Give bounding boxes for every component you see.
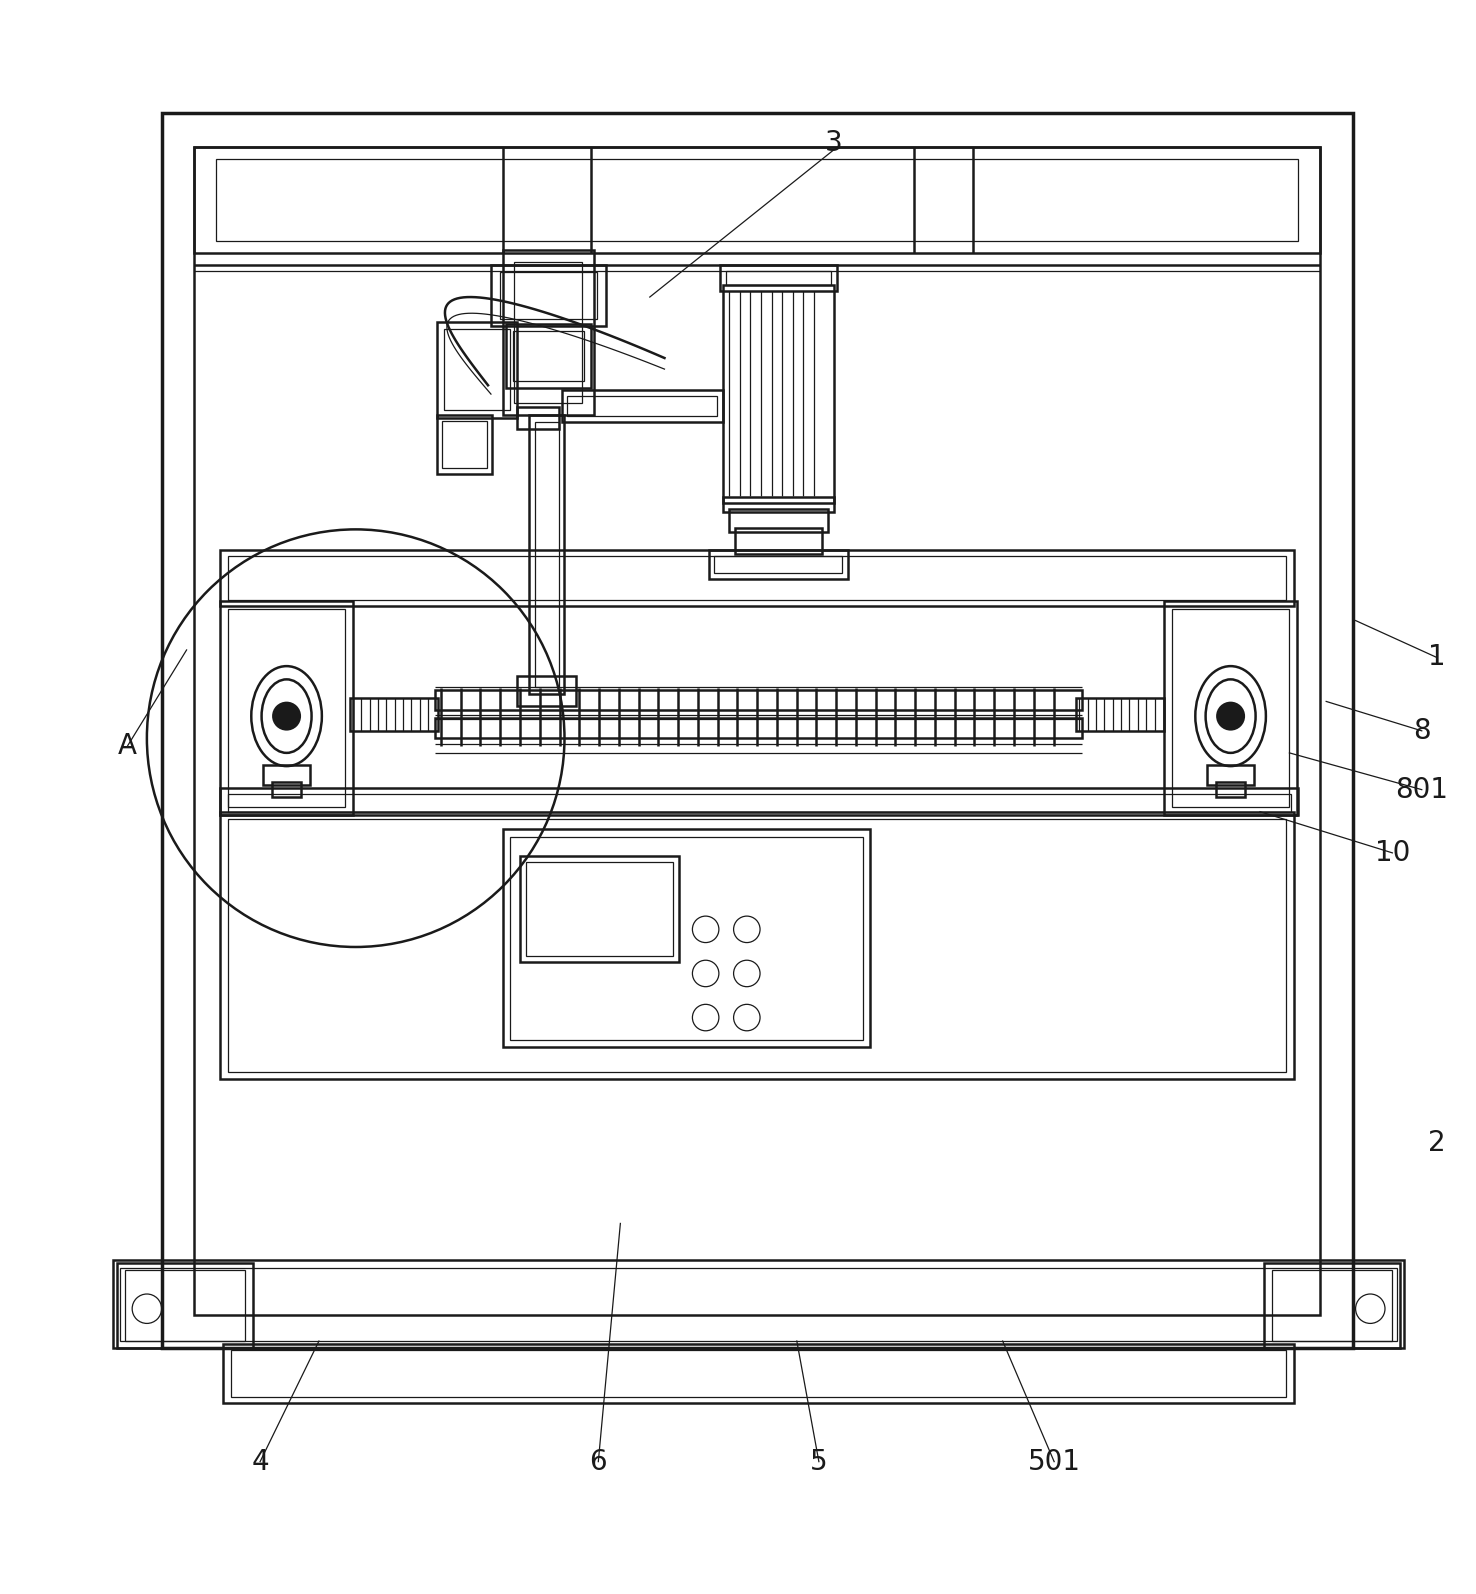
Text: 3: 3 <box>825 129 843 156</box>
Bar <box>1172 609 1290 807</box>
Bar <box>444 330 511 410</box>
Text: 4: 4 <box>251 1447 269 1476</box>
Bar <box>503 250 593 414</box>
Text: 501: 501 <box>1027 1447 1080 1476</box>
Bar <box>515 261 582 403</box>
Bar <box>161 113 1352 1349</box>
Bar <box>263 765 310 786</box>
Circle shape <box>273 703 300 730</box>
Bar <box>272 783 301 797</box>
Bar <box>521 856 679 961</box>
Bar <box>227 794 1292 811</box>
Bar <box>723 285 834 504</box>
Bar <box>118 1262 252 1349</box>
Bar <box>714 556 843 574</box>
Ellipse shape <box>251 666 322 767</box>
Bar <box>114 1261 1404 1349</box>
Bar <box>435 690 1082 711</box>
Bar <box>708 550 849 579</box>
Bar <box>220 550 1294 606</box>
Bar <box>527 862 673 956</box>
Bar <box>1272 1270 1392 1341</box>
Text: 6: 6 <box>589 1447 607 1476</box>
Bar <box>125 1270 245 1341</box>
Bar <box>518 676 576 706</box>
Bar <box>220 811 1294 1079</box>
Bar <box>723 497 834 512</box>
Bar <box>227 819 1287 1073</box>
Bar <box>726 271 831 285</box>
Text: 1: 1 <box>1427 644 1445 671</box>
Bar <box>1076 698 1165 730</box>
Text: 2: 2 <box>1427 1129 1445 1157</box>
Bar <box>121 1267 1396 1341</box>
Ellipse shape <box>261 679 311 752</box>
Bar <box>530 414 564 693</box>
Bar <box>215 159 1299 241</box>
Bar <box>435 717 1082 738</box>
Bar <box>193 147 1321 253</box>
Bar <box>227 556 1287 599</box>
Bar <box>220 787 1299 815</box>
Text: 5: 5 <box>810 1447 828 1476</box>
Bar <box>193 147 1321 1315</box>
Ellipse shape <box>1196 666 1266 767</box>
Circle shape <box>1218 703 1244 730</box>
Bar <box>437 414 493 473</box>
Bar <box>492 265 605 327</box>
Bar <box>1207 765 1255 786</box>
Ellipse shape <box>1206 679 1256 752</box>
Bar <box>1265 1262 1399 1349</box>
Bar <box>1216 783 1246 797</box>
Bar <box>506 324 590 389</box>
Bar <box>1165 601 1297 815</box>
Text: 801: 801 <box>1395 776 1448 803</box>
Bar <box>437 322 518 418</box>
Bar <box>720 265 837 292</box>
Bar <box>561 389 723 422</box>
Bar <box>350 698 438 730</box>
Bar <box>518 408 558 429</box>
Text: A: A <box>118 732 137 759</box>
Bar <box>223 1344 1294 1403</box>
Bar <box>514 332 583 381</box>
Bar <box>735 528 822 555</box>
Text: 8: 8 <box>1413 717 1430 744</box>
Bar <box>500 273 596 319</box>
Text: 10: 10 <box>1374 838 1410 867</box>
Bar <box>536 422 558 687</box>
Bar <box>511 837 863 1039</box>
Bar <box>729 508 828 532</box>
Bar <box>230 1350 1287 1396</box>
Bar <box>443 421 487 467</box>
Bar <box>227 609 345 807</box>
Bar <box>220 601 353 815</box>
Bar <box>503 829 871 1047</box>
Bar <box>567 395 717 416</box>
